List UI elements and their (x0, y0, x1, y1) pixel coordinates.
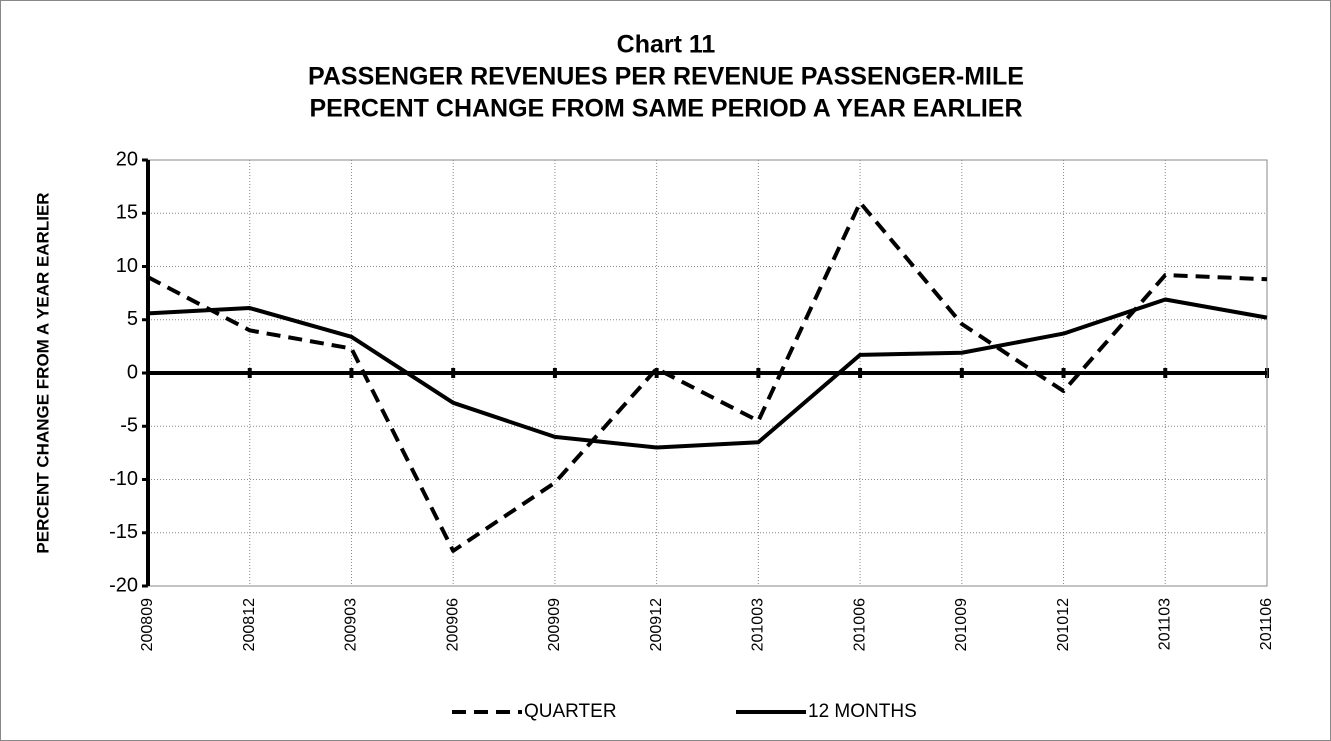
chart-title: Chart 11 (617, 31, 716, 59)
y-tick-label: -20 (109, 574, 138, 596)
line-series (147, 297, 1268, 450)
x-tick-label: 200903 (343, 598, 360, 651)
y-tick-label: -15 (109, 521, 138, 543)
legend-label: 12 MONTHS (808, 701, 917, 722)
x-tick-label: 201006 (851, 598, 868, 651)
y-axis-label: PERCENT CHANGE FROM A YEAR EARLIER (33, 192, 52, 553)
x-tick-label: 200912 (648, 598, 665, 651)
x-tick-label: 200909 (546, 598, 563, 651)
y-tick-label: 15 (116, 202, 138, 224)
x-tick-label: 201103 (1156, 598, 1173, 650)
x-tick-label: 201003 (750, 598, 767, 651)
y-tick-label: 0 (127, 361, 138, 383)
x-tick-label: 201012 (1055, 598, 1072, 651)
x-tick-label: 200812 (241, 598, 258, 651)
x-tick-label: 201106 (1258, 598, 1275, 650)
y-tick-label: -10 (109, 468, 138, 490)
y-tick-label: 10 (116, 255, 138, 277)
x-tick-label: 201009 (953, 598, 970, 651)
y-tick-label: -5 (120, 415, 138, 437)
y-tick-label: 5 (127, 308, 138, 330)
chart-title: PASSENGER REVENUES PER REVENUE PASSENGER… (308, 63, 1024, 91)
x-tick-label: 200906 (444, 598, 461, 651)
chart-title: PERCENT CHANGE FROM SAME PERIOD A YEAR E… (309, 95, 1022, 123)
x-tick-label: 200809 (139, 598, 156, 651)
y-tick-label: 20 (116, 148, 138, 170)
legend-label: QUARTER (524, 701, 617, 722)
line-series (147, 200, 1268, 553)
